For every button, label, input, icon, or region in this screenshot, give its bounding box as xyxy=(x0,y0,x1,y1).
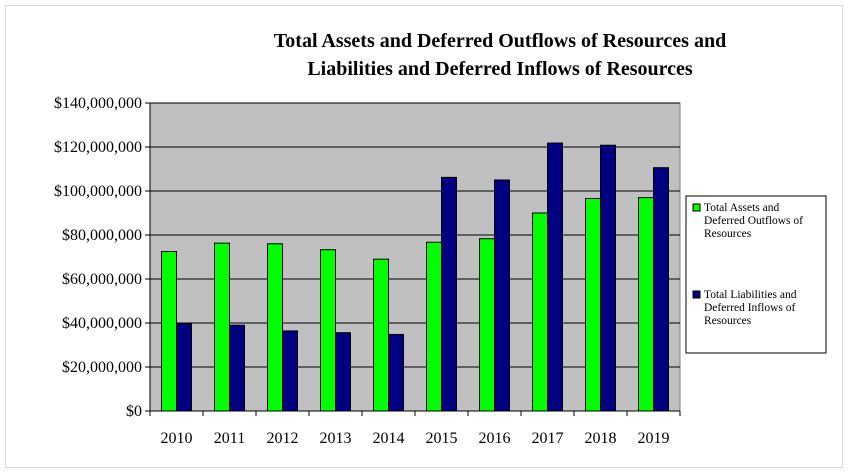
x-tick-label: 2017 xyxy=(532,430,564,447)
bar-liabilities-2012 xyxy=(282,330,298,412)
bar-liabilities-2011 xyxy=(229,324,245,412)
bar-assets-2011 xyxy=(214,242,230,412)
bar-liabilities-2010 xyxy=(176,323,192,412)
legend-swatch-assets xyxy=(692,203,701,212)
x-tick-label: 2014 xyxy=(373,430,405,447)
x-tick-label: 2015 xyxy=(426,430,458,447)
y-axis-ticks: $0 $20,000,000 $40,000,000 $60,000,000 $80,0… xyxy=(54,95,680,420)
bar-assets-2019 xyxy=(638,197,654,412)
legend-label: Total Liabilities and xyxy=(704,289,797,301)
x-tick-label: 2011 xyxy=(214,430,245,447)
y-tick-label: $140,000,000 xyxy=(54,95,142,112)
legend-label: Total Assets and xyxy=(704,202,779,214)
bar-liabilities-2016 xyxy=(494,179,510,412)
bar-assets-2016 xyxy=(479,238,495,412)
bar-liabilities-2014 xyxy=(388,333,404,412)
legend-box xyxy=(685,195,827,354)
legend-label: Deferred Inflows of xyxy=(704,302,795,314)
bar-liabilities-2015 xyxy=(441,176,457,412)
bar-assets-2017 xyxy=(532,212,548,412)
bar-liabilities-2018 xyxy=(600,144,616,412)
bar-assets-2014 xyxy=(373,258,389,412)
y-tick-label: $80,000,000 xyxy=(62,227,142,244)
x-tick-label: 2016 xyxy=(479,430,511,447)
bar-assets-2013 xyxy=(320,249,336,412)
x-tick-label: 2012 xyxy=(267,430,299,447)
chart-title: Total Assets and Deferred Outflows of Re… xyxy=(274,30,726,80)
y-tick-label: $20,000,000 xyxy=(62,359,142,376)
x-tick-label: 2018 xyxy=(585,430,617,447)
bar-assets-2010 xyxy=(161,251,177,412)
legend-label: Resources xyxy=(704,228,752,240)
bar-assets-2015 xyxy=(426,241,442,412)
bar-liabilities-2019 xyxy=(653,167,669,412)
y-tick-label: $60,000,000 xyxy=(62,271,142,288)
bar-assets-2012 xyxy=(267,243,283,412)
chart-title-line: Total Assets and Deferred Outflows of Re… xyxy=(274,30,726,52)
bar-liabilities-2013 xyxy=(335,332,351,412)
x-tick-label: 2013 xyxy=(320,430,352,447)
legend-label: Deferred Outflows of xyxy=(704,215,803,227)
y-tick-label: $100,000,000 xyxy=(54,183,142,200)
x-tick-label: 2010 xyxy=(161,430,193,447)
y-tick-label: $120,000,000 xyxy=(54,139,142,156)
x-axis-ticks: 2010 2011 2012 2013 2014 2015 2016 2017 2018 2019 xyxy=(149,411,681,447)
bars xyxy=(161,142,669,412)
bar-liabilities-2017 xyxy=(547,142,563,412)
y-tick-label: $0 xyxy=(126,403,142,420)
legend-swatch-liabilities xyxy=(692,290,701,299)
y-tick-label: $40,000,000 xyxy=(62,315,142,332)
bar-assets-2018 xyxy=(585,197,601,412)
x-tick-label: 2019 xyxy=(638,430,670,447)
legend-label: Resources xyxy=(704,315,752,327)
chart-title-line: Liabilities and Deferred Inflows of Reso… xyxy=(307,58,693,80)
